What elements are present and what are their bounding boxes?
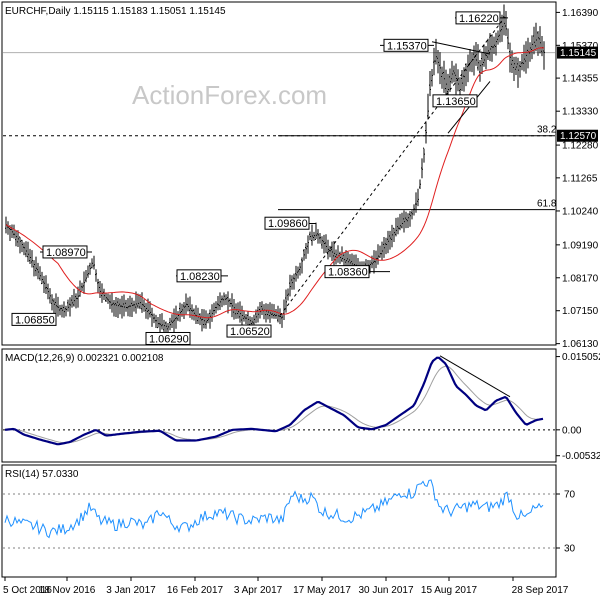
- macd-line: [4, 356, 544, 446]
- rsi-panel-frame: [1, 464, 557, 578]
- annotation-box: [42, 245, 88, 259]
- macd-y-tick-label: 0.015052: [562, 352, 600, 363]
- annotation-label: 1.16220: [459, 13, 499, 25]
- annotation-label: 1.08230: [180, 271, 220, 283]
- current-price-tag: [557, 46, 598, 59]
- annotation-box: [432, 94, 478, 108]
- annotation-label: 1.13650: [436, 96, 476, 108]
- annotation-label: 1.09860: [268, 218, 308, 230]
- rsi-header: RSI(14) 57.0330: [5, 469, 79, 480]
- x-tick-label: 3 Apr 2017: [234, 585, 283, 596]
- guide-lines: 38.2 61.8 1.12570: [3, 52, 598, 549]
- price-bars: [5, 4, 545, 337]
- dashed-trendline: [279, 16, 506, 316]
- fib-61-label: 61.8: [537, 199, 557, 210]
- price-y-tick-label: 1.07150: [562, 306, 599, 317]
- annotation-label: 1.08970: [46, 247, 86, 259]
- moving-average-line: [5, 47, 545, 319]
- price-y-tick-label: 1.08170: [562, 273, 599, 284]
- price-y-axis: 1.16390 1.15370 1.14355 1.13330 1.12280 1.112…: [556, 8, 599, 350]
- x-tick-label: 28 Sep 2017: [512, 585, 569, 596]
- price-panel-frame: [1, 1, 557, 346]
- annotation-box: [176, 269, 222, 283]
- annotation-label: 1.06850: [15, 314, 55, 326]
- macd-y-tick-label: -0.005321: [562, 451, 600, 462]
- annotation-box: [226, 324, 272, 338]
- price-y-tick-label: 1.12280: [562, 141, 599, 152]
- x-tick-label: 17 May 2017: [293, 585, 351, 596]
- annotation-box: [11, 312, 57, 326]
- current-price-marker: 1.15145: [557, 46, 598, 59]
- rsi-y-axis: 70 30: [556, 490, 576, 555]
- x-tick-label: 30 Jun 2017: [358, 585, 413, 596]
- price-y-tick-label: 1.09190: [562, 240, 599, 251]
- price-annotations: 1.08970 1.06850 1.08230 1.06290 1.06520 1.098…: [11, 11, 501, 345]
- price-y-tick-label: 1.11265: [562, 173, 598, 184]
- price-header: EURCHF,Daily 1.15115 1.15183 1.15051 1.1…: [5, 6, 226, 17]
- macd-y-tick-label: 0.00: [562, 425, 582, 436]
- fib-38-price-label: 1.12570: [560, 131, 597, 142]
- price-y-tick-label: 1.10240: [562, 206, 599, 217]
- x-tick-label: 18 Nov 2016: [39, 585, 96, 596]
- macd-header: MACD(12,26,9) 0.002321 0.002108: [5, 353, 164, 364]
- annotation-box: [145, 331, 191, 345]
- annotation-box: [264, 216, 310, 230]
- channel-upper-line: [431, 41, 491, 55]
- rsi-y-tick-label: 30: [564, 544, 576, 555]
- rsi-line: [4, 479, 544, 539]
- annotation-label: 1.08360: [328, 267, 368, 279]
- annotation-label: 1.15370: [387, 40, 427, 52]
- x-tick-label: 3 Jan 2017: [106, 585, 156, 596]
- price-y-tick-label: 1.06130: [562, 339, 599, 350]
- annotation-label: 1.06290: [149, 333, 189, 345]
- annotation-label: 1.06520: [230, 326, 270, 338]
- price-y-tick-label: 1.13330: [562, 107, 599, 118]
- annotation-box: [455, 11, 501, 25]
- macd-y-axis: 0.015052 0.00 -0.005321: [556, 352, 600, 462]
- x-tick-label: 15 Aug 2017: [421, 585, 478, 596]
- watermark: ActionForex.com: [132, 80, 327, 110]
- x-tick-label: 5 Oct 2016: [3, 585, 52, 596]
- fib-38-price-tag: [557, 129, 598, 142]
- x-tick-label: 16 Feb 2017: [167, 585, 224, 596]
- current-price-label: 1.15145: [560, 48, 597, 59]
- annotation-box: [383, 38, 429, 52]
- macd-trendline: [439, 355, 511, 398]
- price-y-tick-label: 1.15370: [562, 41, 599, 52]
- price-y-tick-label: 1.14355: [562, 74, 599, 85]
- annotation-box: [324, 265, 370, 279]
- macd-panel-frame: [1, 348, 557, 463]
- rsi-y-tick-label: 70: [564, 490, 576, 501]
- fib-38-label: 38.2: [537, 125, 557, 136]
- price-y-tick-label: 1.16390: [562, 8, 599, 19]
